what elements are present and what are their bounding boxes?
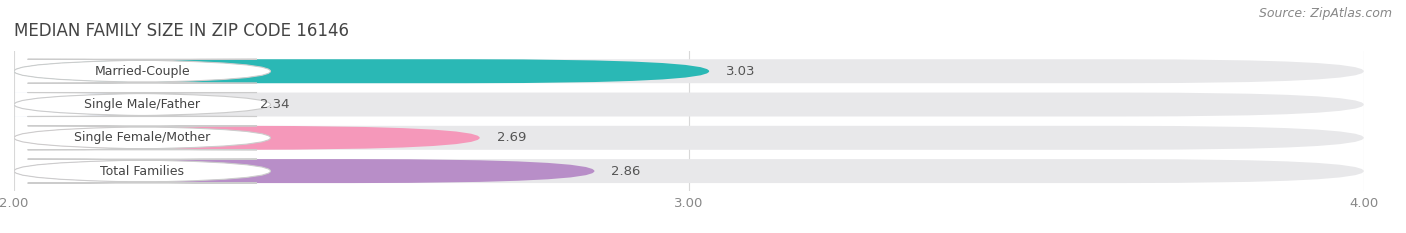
- FancyBboxPatch shape: [14, 59, 709, 83]
- FancyBboxPatch shape: [14, 93, 270, 116]
- FancyBboxPatch shape: [0, 93, 257, 116]
- FancyBboxPatch shape: [14, 93, 1364, 116]
- Text: Single Male/Father: Single Male/Father: [84, 98, 200, 111]
- Text: 2.69: 2.69: [496, 131, 526, 144]
- FancyBboxPatch shape: [14, 59, 270, 83]
- FancyBboxPatch shape: [14, 59, 1364, 83]
- FancyBboxPatch shape: [14, 126, 479, 150]
- FancyBboxPatch shape: [14, 159, 270, 183]
- FancyBboxPatch shape: [14, 126, 270, 150]
- FancyBboxPatch shape: [14, 159, 1364, 183]
- FancyBboxPatch shape: [14, 159, 595, 183]
- Text: Single Female/Mother: Single Female/Mother: [75, 131, 211, 144]
- Text: 2.86: 2.86: [612, 164, 641, 178]
- FancyBboxPatch shape: [14, 126, 1364, 150]
- Text: MEDIAN FAMILY SIZE IN ZIP CODE 16146: MEDIAN FAMILY SIZE IN ZIP CODE 16146: [14, 22, 349, 40]
- Text: Total Families: Total Families: [100, 164, 184, 178]
- Text: 2.34: 2.34: [260, 98, 290, 111]
- Text: Source: ZipAtlas.com: Source: ZipAtlas.com: [1258, 7, 1392, 20]
- Text: Married-Couple: Married-Couple: [94, 65, 190, 78]
- Text: 3.03: 3.03: [725, 65, 755, 78]
